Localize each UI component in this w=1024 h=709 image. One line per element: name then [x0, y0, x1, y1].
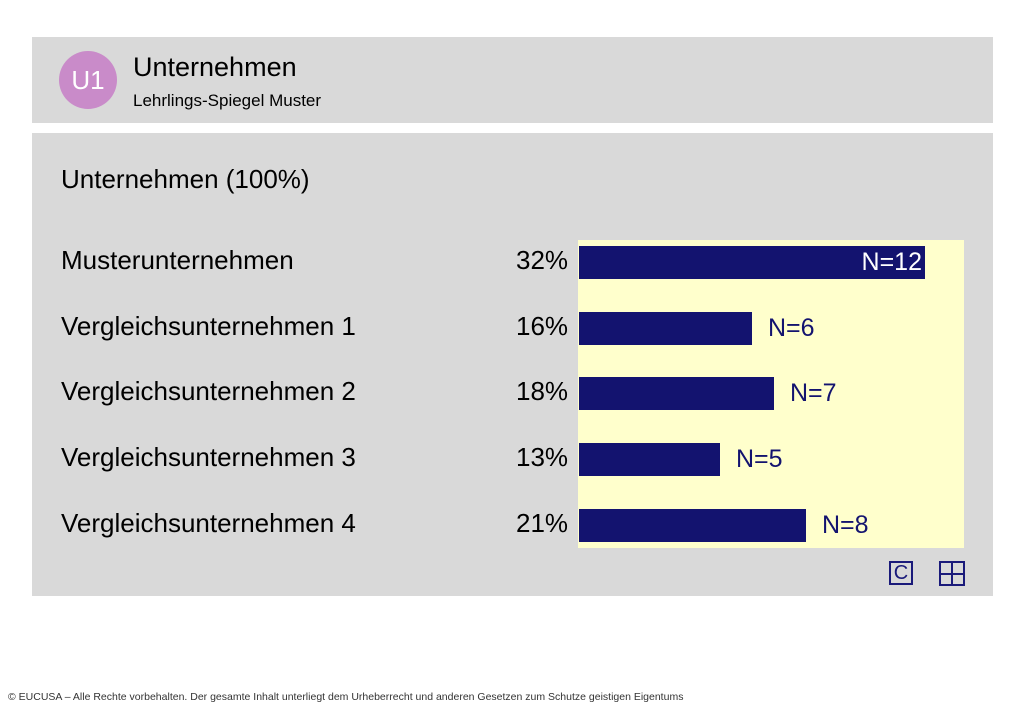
category-label: Vergleichsunternehmen 4	[61, 508, 356, 538]
chart-plot-area: N=12 N=6 N=7 N=5 N=8	[578, 240, 964, 548]
section-title: Unternehmen (100%)	[61, 164, 310, 194]
bar	[579, 312, 752, 345]
c-button[interactable]: C	[889, 561, 913, 585]
n-label: N=7	[790, 379, 837, 407]
bar	[579, 509, 806, 542]
n-label: N=6	[768, 314, 815, 342]
page-title: Unternehmen	[133, 52, 297, 82]
bar	[579, 377, 774, 410]
n-label: N=12	[861, 248, 922, 276]
n-label: N=8	[822, 511, 869, 539]
value-label: 18%	[516, 376, 569, 406]
value-label: 32%	[516, 245, 569, 275]
n-label: N=5	[736, 445, 783, 473]
copyright-footer: © EUCUSA – Alle Rechte vorbehalten. Der …	[8, 691, 684, 703]
bar	[579, 443, 720, 476]
bar	[579, 246, 925, 279]
category-label: Vergleichsunternehmen 2	[61, 376, 356, 406]
page-subtitle: Lehrlings-Spiegel Muster	[133, 91, 322, 110]
category-label: Vergleichsunternehmen 1	[61, 311, 356, 341]
header-bar	[32, 37, 993, 123]
module-badge: U1	[59, 51, 117, 109]
category-label: Musterunternehmen	[61, 245, 294, 275]
value-label: 16%	[516, 311, 569, 341]
grid-icon[interactable]	[939, 561, 965, 586]
category-label: Vergleichsunternehmen 3	[61, 442, 356, 472]
value-label: 13%	[516, 442, 569, 472]
value-label: 21%	[516, 508, 569, 538]
